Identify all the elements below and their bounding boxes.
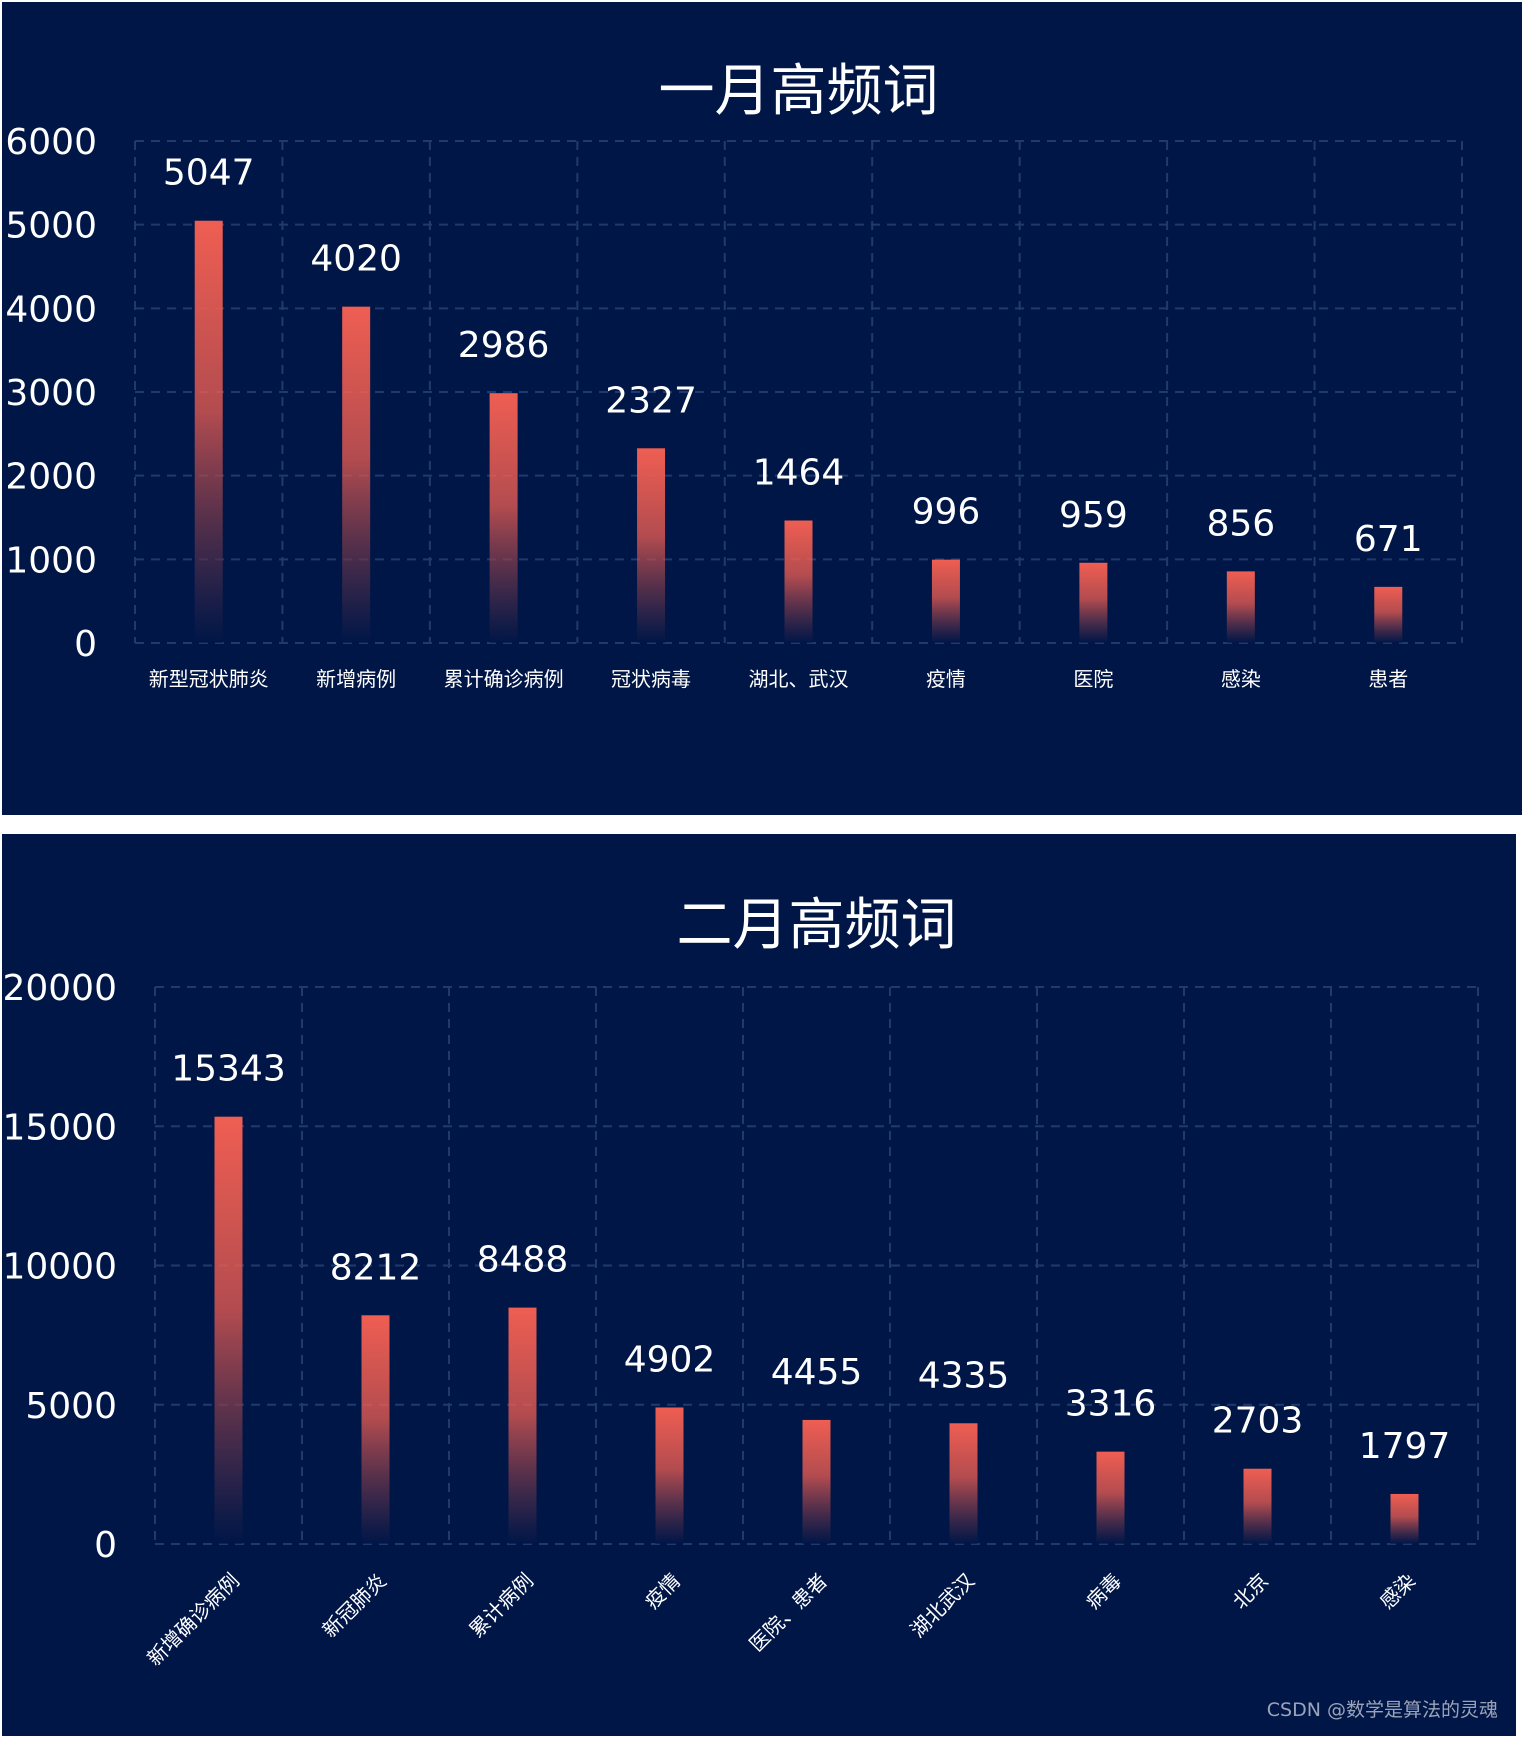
data-label: 2986 [458,325,550,366]
bar[interactable] [655,1407,684,1544]
chart-panel-january: 一月高频词 0 1000 2000 3000 4000 5000 6000 5047 新型冠状肺炎… [2,2,1522,815]
x-tick-label: 新增病例 [316,667,396,691]
y-tick-label: 1000 [5,540,97,581]
data-label: 4902 [624,1339,716,1380]
bar[interactable] [949,1423,978,1544]
data-label: 1464 [753,453,845,494]
bar[interactable] [508,1307,537,1544]
x-tick-label: 医院、患者 [744,1569,832,1657]
x-tick-label: 累计确诊病例 [444,667,564,691]
bar[interactable] [784,520,813,643]
bar[interactable] [1243,1468,1272,1544]
data-label: 5047 [163,153,255,194]
data-label: 1797 [1359,1426,1451,1467]
y-tick-label: 5000 [5,206,97,247]
chart-panel-february: 二月高频词 0 5000 10000 15000 20000 15343 新增确诊病例 8212… [2,834,1516,1736]
bar[interactable] [342,306,371,643]
data-label: 8212 [330,1247,422,1288]
y-tick-label: 2000 [5,457,97,498]
bar[interactable] [214,1116,243,1544]
chart-title: 二月高频词 [677,893,957,958]
bar[interactable] [361,1315,390,1544]
x-tick-label: 患者 [1368,667,1408,691]
x-tick-label: 冠状病毒 [611,667,691,691]
x-tick-label: 疫情 [640,1569,685,1614]
y-tick-label: 10000 [2,1247,117,1288]
data-label: 15343 [171,1049,286,1090]
y-tick-label: 15000 [2,1107,117,1148]
february-chart: 二月高频词 0 5000 10000 15000 20000 15343 新增确诊病例 8212… [2,893,1479,1671]
x-tick-label: 新冠肺炎 [317,1569,391,1643]
x-tick-label: 北京 [1228,1569,1273,1614]
chart-title: 一月高频词 [659,59,939,124]
data-label: 8488 [477,1240,569,1281]
bar[interactable] [637,448,666,643]
x-tick-label: 医院 [1073,667,1113,691]
x-tick-label: 湖北武汉 [905,1569,979,1643]
data-label: 2327 [605,380,697,421]
x-tick-label: 累计病例 [464,1569,538,1643]
y-tick-label: 6000 [5,122,97,163]
january-chart: 一月高频词 0 1000 2000 3000 4000 5000 6000 5047 新型冠状肺炎… [5,59,1463,691]
data-label: 4335 [918,1355,1010,1396]
bar[interactable] [1079,562,1108,643]
bar[interactable] [1096,1451,1125,1544]
data-label: 4455 [771,1352,863,1393]
data-label: 2703 [1212,1401,1304,1442]
x-tick-label: 感染 [1375,1569,1420,1614]
data-label: 671 [1354,519,1423,560]
data-label: 856 [1206,503,1275,544]
y-tick-label: 0 [94,1525,117,1566]
data-label: 959 [1059,495,1128,536]
bar[interactable] [802,1419,831,1544]
x-tick-label: 湖北、武汉 [749,667,849,691]
y-tick-label: 0 [74,624,97,665]
bar[interactable] [1374,586,1403,643]
x-tick-label: 新增确诊病例 [142,1569,244,1671]
x-tick-label: 新型冠状肺炎 [149,667,269,691]
bar[interactable] [1390,1493,1419,1544]
x-tick-label: 疫情 [926,667,966,691]
y-tick-label: 20000 [2,968,117,1009]
data-label: 3316 [1065,1384,1157,1425]
bar[interactable] [194,220,223,644]
bar[interactable] [489,393,518,643]
y-tick-label: 3000 [5,373,97,414]
watermark: CSDN @数学是算法的灵魂 [1266,1699,1498,1721]
data-label: 996 [912,492,981,533]
bar[interactable] [1226,571,1255,643]
x-tick-label: 病毒 [1081,1569,1126,1614]
y-tick-label: 5000 [25,1386,117,1427]
data-label: 4020 [310,239,402,280]
x-tick-label: 感染 [1221,667,1261,691]
y-tick-label: 4000 [5,289,97,330]
bar[interactable] [931,559,960,643]
